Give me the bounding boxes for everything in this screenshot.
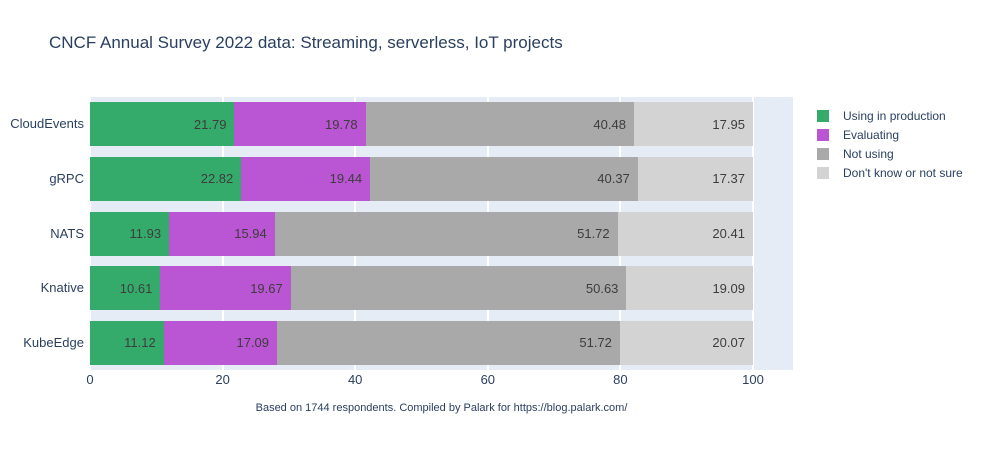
bar-value-label: 17.95 — [712, 116, 745, 132]
bar-value-label: 20.07 — [712, 335, 745, 351]
bar-segment[interactable]: 51.72 — [277, 320, 620, 365]
y-axis-label: Knative — [40, 280, 84, 296]
bar-segment[interactable]: 22.82 — [90, 156, 242, 201]
gridline — [752, 97, 754, 370]
bar-value-label: 19.67 — [250, 280, 283, 296]
x-axis-tick-label: 60 — [480, 372, 496, 387]
bar-value-label: 17.09 — [236, 335, 270, 351]
bar-value-label: 11.12 — [124, 335, 156, 351]
bar-row-nats: 11.93 15.94 51.72 20.41 — [90, 211, 753, 256]
y-axis-label: gRPC — [49, 170, 84, 186]
y-axis-label: KubeEdge — [23, 334, 84, 350]
bar-value-label: 21.79 — [193, 116, 227, 132]
bar-segment[interactable]: 15.94 — [169, 211, 275, 256]
bar-segment[interactable]: 11.93 — [90, 211, 170, 256]
bar-segment[interactable]: 20.07 — [619, 320, 753, 365]
bar-value-label: 19.09 — [712, 280, 745, 296]
legend-item[interactable]: Using in production — [817, 106, 963, 125]
chart-title: CNCF Annual Survey 2022 data: Streaming,… — [49, 33, 563, 52]
bar-segment[interactable]: 51.72 — [274, 211, 618, 256]
x-axis-tick-label: 80 — [613, 372, 628, 387]
legend-label: Not using — [843, 146, 894, 161]
bar-row-cloudevents: 21.79 19.78 40.48 17.95 — [90, 102, 753, 147]
bar-segment[interactable]: 40.48 — [365, 102, 634, 147]
plot-area: 21.79 19.78 40.48 17.95 22.82 19.44 40.37 17.37… — [89, 97, 793, 370]
x-axis-tick-label: 40 — [347, 372, 363, 387]
bar-value-label: 17.37 — [712, 171, 745, 187]
y-axis-label: CloudEvents — [10, 116, 84, 132]
bar-segment[interactable]: 50.63 — [290, 266, 627, 311]
bar-value-label: 40.37 — [597, 171, 630, 187]
legend-swatch — [817, 166, 829, 179]
legend-label: Don't know or not sure — [843, 165, 963, 180]
bar-row-kubeedge: 11.12 17.09 51.72 20.07 — [90, 320, 753, 365]
bar-value-label: 19.44 — [329, 171, 363, 187]
legend-swatch — [817, 109, 829, 122]
bar-row-grpc: 22.82 19.44 40.37 17.37 — [90, 156, 753, 201]
legend-label: Evaluating — [843, 127, 900, 142]
legend: Using in production Evaluating Not using Do… — [817, 106, 963, 182]
bar-segment[interactable]: 40.37 — [370, 156, 638, 201]
bar-value-label: 40.48 — [593, 116, 626, 132]
bar-value-label: 10.61 — [119, 280, 153, 296]
y-axis-label: NATS — [50, 225, 84, 241]
x-axis-tick-label: 100 — [742, 372, 764, 387]
bar-value-label: 51.72 — [577, 226, 610, 241]
bar-segment[interactable]: 20.41 — [617, 211, 753, 256]
bar-value-label: 51.72 — [579, 335, 612, 351]
bar-value-label: 22.82 — [200, 171, 234, 187]
bar-segment[interactable]: 19.67 — [160, 266, 291, 311]
bar-segment[interactable]: 19.09 — [626, 266, 753, 311]
bar-value-label: 20.41 — [712, 226, 745, 241]
bar-row-knative: 10.61 19.67 50.63 19.09 — [90, 266, 753, 311]
bar-segment[interactable]: 17.09 — [163, 320, 278, 365]
footer-note: Based on 1744 respondents. Compiled by P… — [255, 402, 628, 414]
legend-swatch — [817, 128, 829, 141]
bar-segment[interactable]: 19.44 — [241, 156, 371, 201]
bar-value-label: 50.63 — [585, 280, 619, 296]
x-axis-tick-label: 0 — [86, 372, 94, 387]
bar-segment[interactable]: 17.95 — [633, 102, 753, 147]
bar-value-label: 15.94 — [234, 226, 267, 241]
legend-label: Using in production — [843, 108, 946, 123]
legend-swatch — [817, 147, 829, 160]
bar-segment[interactable]: 10.61 — [90, 266, 161, 311]
legend-item[interactable]: Don't know or not sure — [817, 163, 963, 182]
bar-segment[interactable]: 17.37 — [637, 156, 753, 201]
bar-segment[interactable]: 21.79 — [90, 102, 235, 147]
bar-value-label: 19.78 — [325, 116, 358, 132]
bar-value-label: 11.93 — [129, 226, 162, 241]
legend-item[interactable]: Evaluating — [817, 125, 963, 144]
x-axis-tick-label: 20 — [215, 372, 230, 387]
legend-item[interactable]: Not using — [817, 144, 963, 163]
bar-segment[interactable]: 11.12 — [90, 320, 164, 365]
bar-segment[interactable]: 19.78 — [234, 102, 366, 147]
